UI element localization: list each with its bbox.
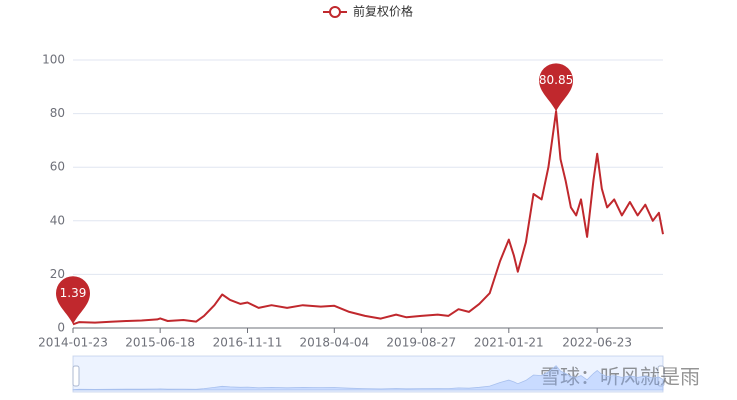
x-tick-label: 2022-06-23 <box>562 336 632 350</box>
y-tick-label: 0 <box>57 321 65 335</box>
pin-marker <box>539 63 574 112</box>
pin-marker <box>56 276 90 325</box>
pin-label: 1.39 <box>60 286 87 300</box>
zoom-area <box>72 365 664 391</box>
pin-label: 80.85 <box>539 73 573 87</box>
legend-label: 前复权价格 <box>353 4 413 19</box>
x-tick-label: 2019-08-27 <box>386 336 456 350</box>
zoom-handle[interactable] <box>657 365 665 387</box>
x-tick-label: 2016-11-11 <box>213 336 283 350</box>
legend-item[interactable]: 前复权价格 <box>323 4 413 19</box>
plot: 0 20 40 60 80 100 2014-01-23 2015-06-18 2016-11-… <box>38 53 664 391</box>
x-tick-label: 2014-01-23 <box>38 336 108 350</box>
legend-icon <box>329 6 341 18</box>
watermark: 雪球：听风就是雨 <box>540 365 700 389</box>
x-tick-label: 2018-04-04 <box>299 336 369 350</box>
y-tick-label: 40 <box>50 213 65 227</box>
zoom-window[interactable] <box>73 356 663 392</box>
y-tick-label: 20 <box>50 267 65 281</box>
x-tick-label: 2021-01-21 <box>474 336 544 350</box>
series-line <box>72 110 664 326</box>
y-tick-label: 60 <box>50 160 65 174</box>
zoom-handle[interactable] <box>72 365 80 387</box>
y-tick-label: 80 <box>50 106 65 120</box>
y-tick-label: 100 <box>42 53 65 67</box>
x-tick-label: 2015-06-18 <box>125 336 195 350</box>
